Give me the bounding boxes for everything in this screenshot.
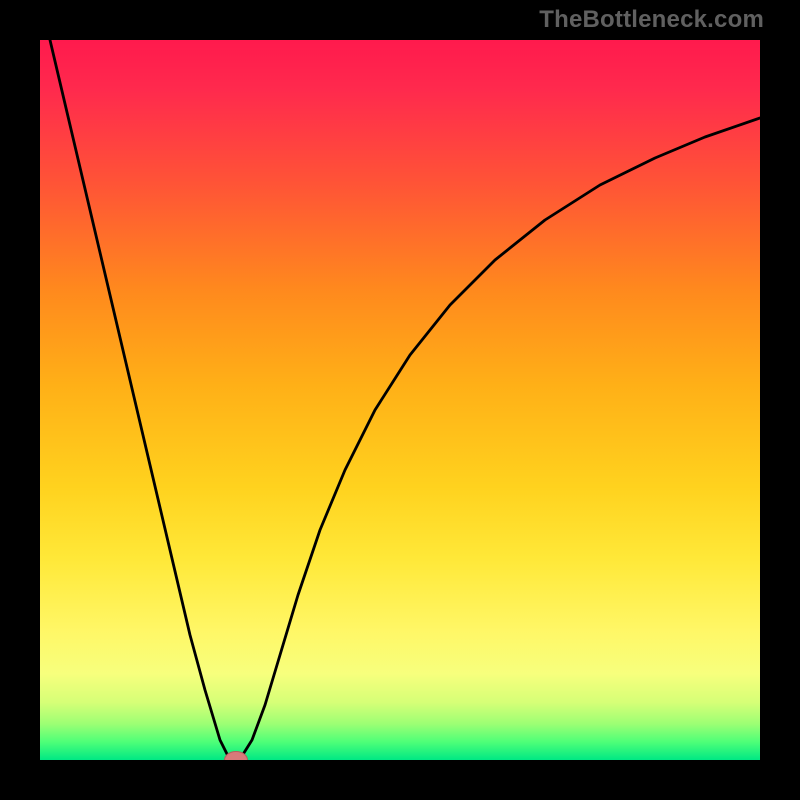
plot-area [40, 40, 760, 760]
frame-border-left [0, 0, 40, 800]
watermark-text: TheBottleneck.com [539, 6, 764, 34]
frame-border-bottom [0, 760, 800, 800]
chart-stage: TheBottleneck.com [0, 0, 800, 800]
frame-border-right [760, 0, 800, 800]
heat-gradient-background [40, 40, 760, 760]
